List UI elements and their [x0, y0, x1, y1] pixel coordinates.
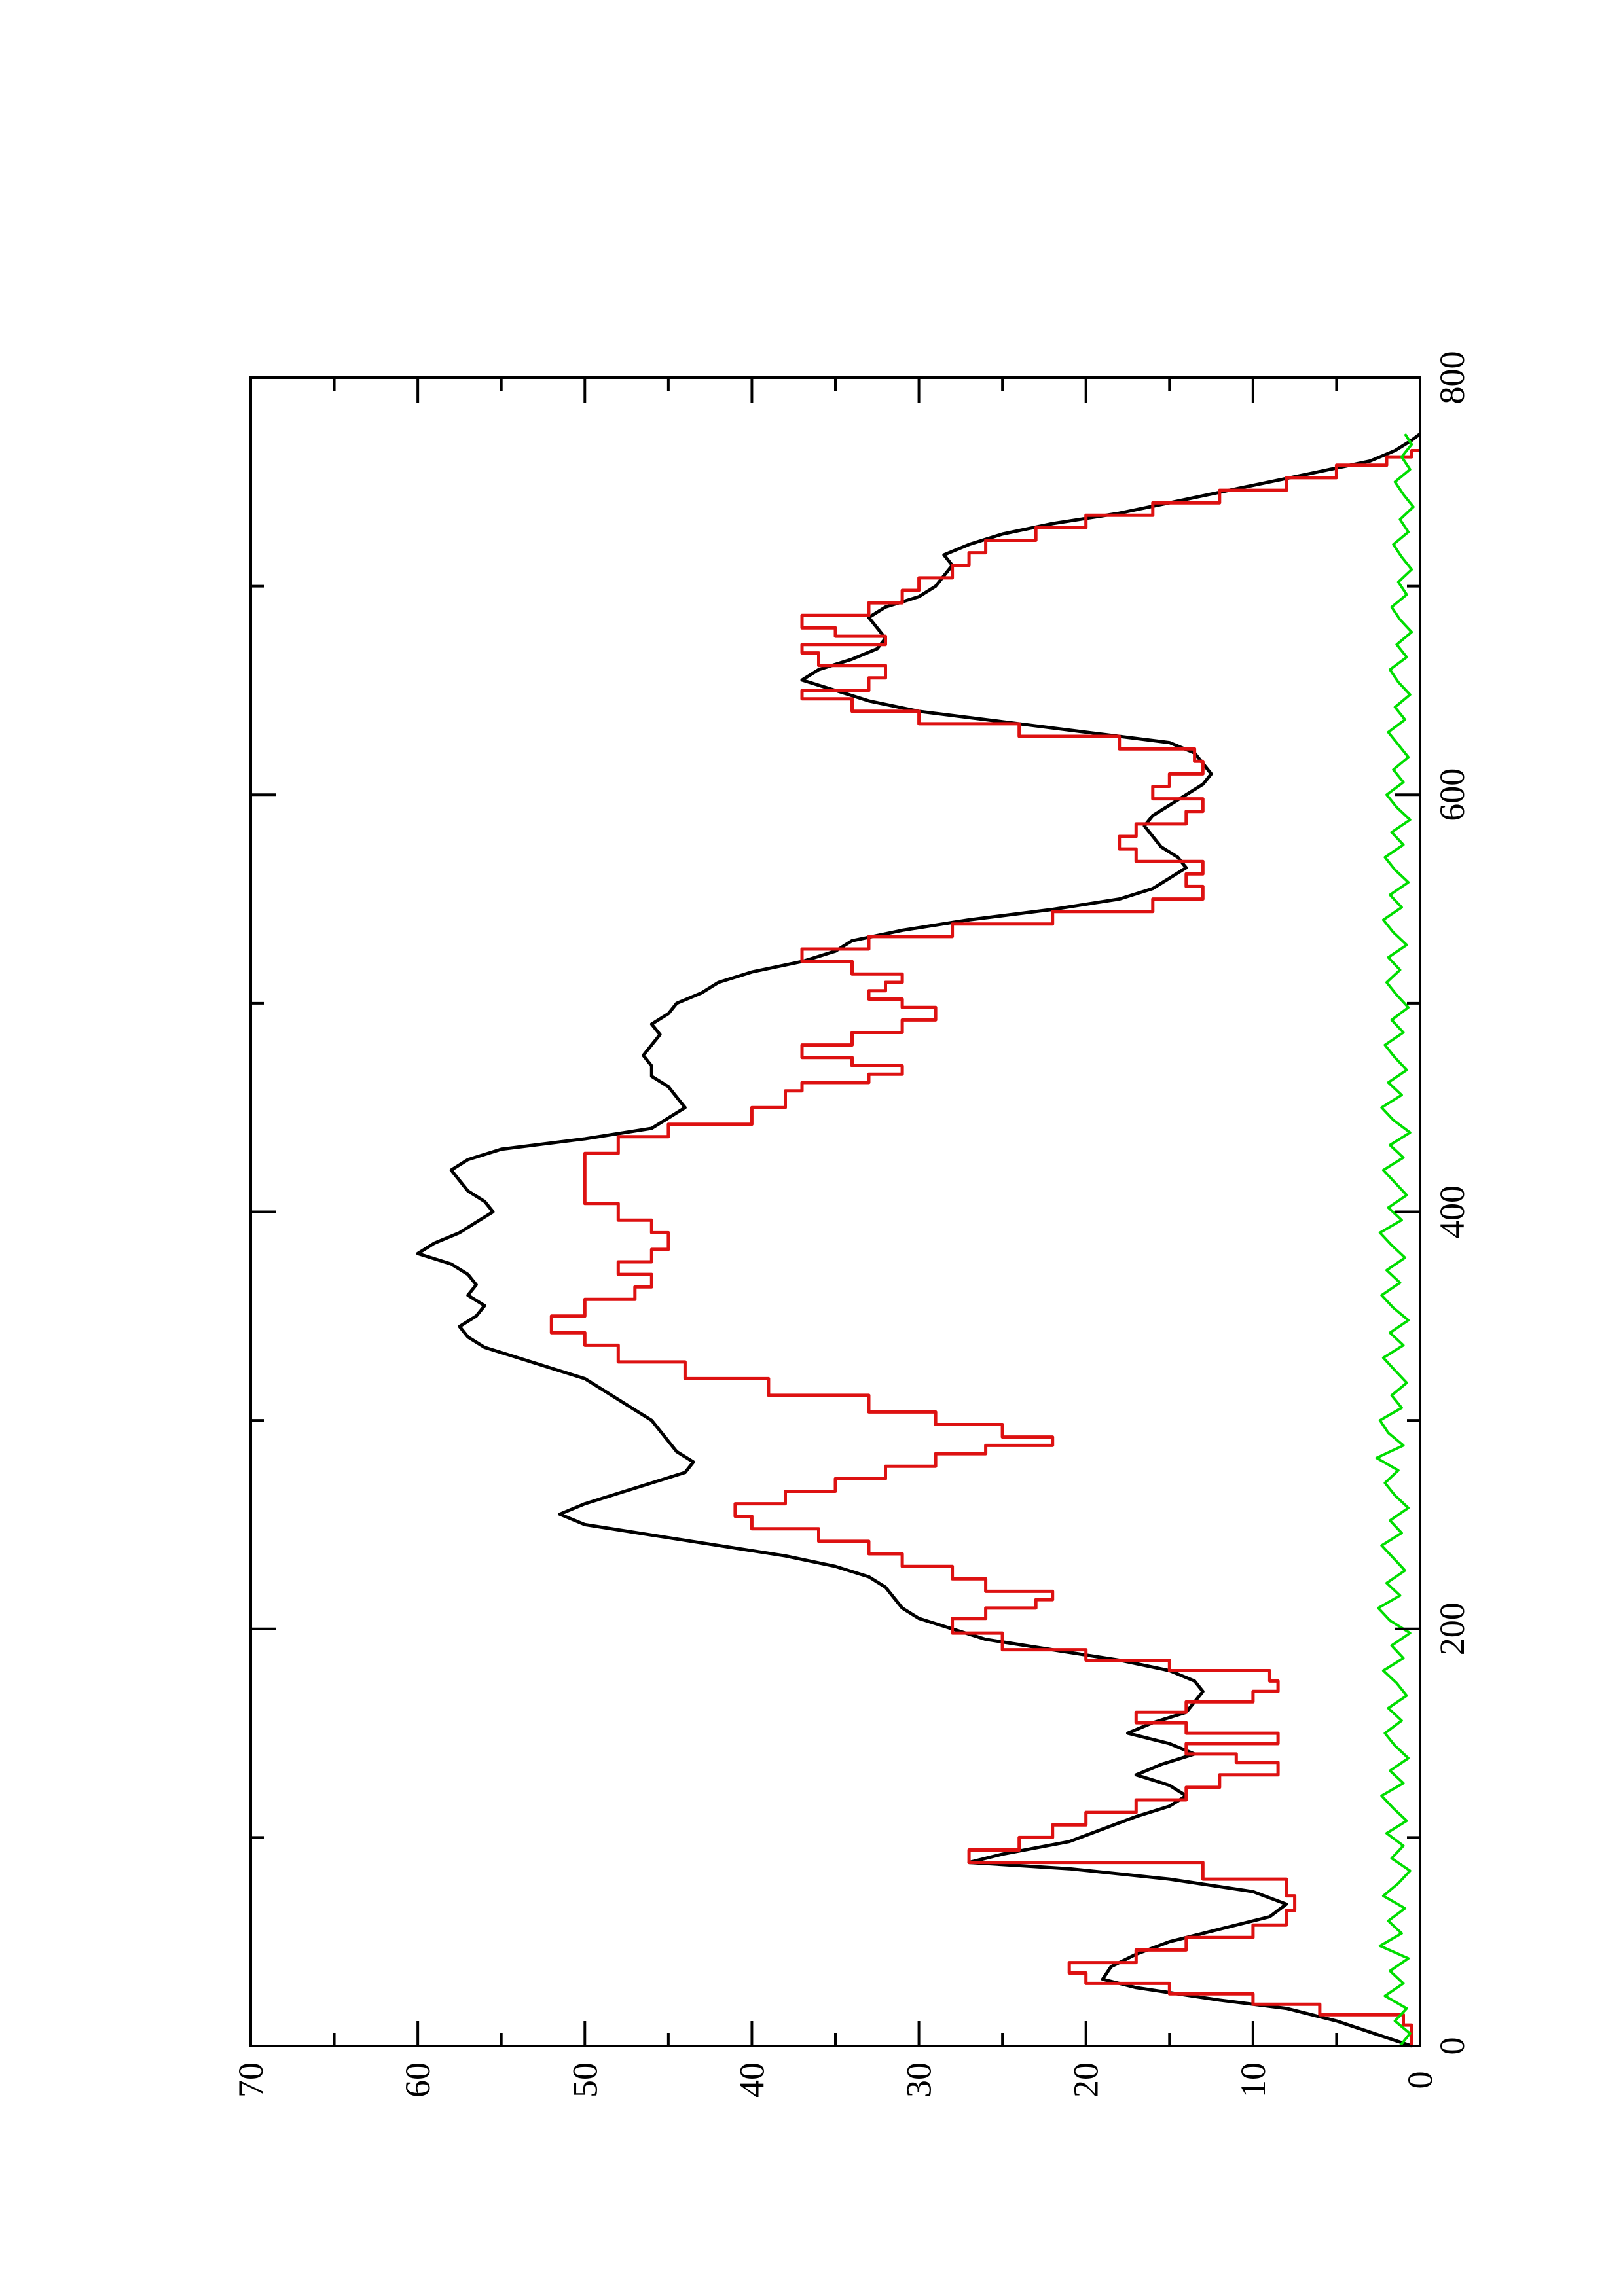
- series-line-1: [416, 433, 1421, 2048]
- ticks-group: [249, 376, 1421, 2047]
- series-line-3: [1375, 433, 1415, 2047]
- y-tick-label: 30: [900, 2062, 939, 2098]
- y-tick-label: 0: [1400, 2072, 1440, 2089]
- plot-area: [251, 378, 1420, 2046]
- tick-labels-group: 0 200 400 600 800 0 10 20 30 40 50 60 70: [231, 351, 1472, 2098]
- x-tick-label: 0: [1432, 2037, 1472, 2055]
- x-tick-label: 800: [1432, 351, 1472, 404]
- y-tick-label: 10: [1233, 2062, 1273, 2098]
- y-tick-label: 40: [732, 2062, 771, 2098]
- x-tick-label: 400: [1432, 1185, 1472, 1238]
- y-tick-label: 20: [1067, 2062, 1106, 2098]
- y-tick-label: 60: [398, 2062, 437, 2098]
- y-tick-label: 50: [565, 2062, 604, 2098]
- x-tick-label: 600: [1432, 768, 1472, 821]
- y-tick-label: 70: [231, 2062, 270, 2098]
- series-group: [416, 433, 1421, 2048]
- series-line-2: [549, 449, 1420, 2046]
- x-tick-label: 200: [1432, 1602, 1472, 1655]
